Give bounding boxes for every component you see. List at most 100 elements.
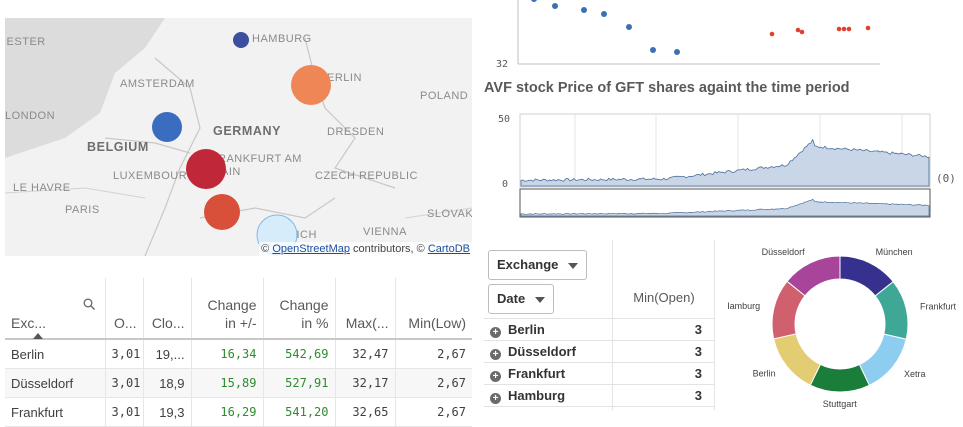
cell-change-pct: 527,91 [263,368,336,398]
map-label-amsterdam: AMSTERDAM [120,78,195,90]
map-label-belgium: BELGIUM [87,140,149,154]
stock-table: Exc... O... Clo... Change in +/- Change in… [5,278,472,427]
cell-change-abs: 16,34 [191,339,264,369]
pivot-row-dusseldorf[interactable]: + Düsseldorf 3 [484,340,714,362]
cell-change-abs: 15,89 [191,368,264,398]
scatter-point[interactable] [865,25,871,31]
cell-exchange[interactable]: Düsseldorf [5,368,106,398]
cell-change-pct: 541,20 [263,397,336,427]
pivot-row-frankfurt[interactable]: + Frankfurt 3 [484,362,714,384]
expand-icon[interactable]: + [490,349,501,360]
scatter-point[interactable] [674,49,680,55]
cell-close: 18,9 [143,368,192,398]
area-side-label: (0) [936,172,956,185]
map-label-poland: POLAND [420,90,469,102]
cell-max: 32,47 [335,339,396,369]
donut-label: München [876,247,913,257]
map-label-main: AIN [221,166,241,178]
donut-label: Frankfurt [920,301,957,311]
col-header-exchange[interactable]: Exc... [5,278,106,340]
chevron-down-icon [568,262,579,269]
cell-exchange[interactable]: Berlin [5,339,106,369]
donut-slice[interactable] [809,363,871,393]
cell-exchange[interactable]: Frankfurt [5,397,106,427]
col-header-min[interactable]: Min(Low) [395,278,472,340]
scatter-point[interactable] [531,0,537,2]
scatter-ytick: 32 [496,59,508,70]
scatter-point[interactable] [650,47,656,53]
col-header-change-pct[interactable]: Change in % [263,278,336,340]
cell-open: 3,01 [105,339,144,369]
donut-label: Düsseldorf [762,247,806,257]
pivot-measure-header: Min(Open) [633,290,695,305]
donut-slice[interactable] [786,255,841,297]
pivot-table: Exchange Date Min(Open) + Berlin 3 + Düsse… [484,240,715,410]
search-icon[interactable] [83,296,95,314]
scatter-svg: 32 [496,0,880,70]
expand-icon[interactable]: + [490,371,501,382]
map-label-frankfurt: RANKFURT AM [218,153,302,165]
donut-chart[interactable]: München Frankfurt Xetra Stuttgart Berlin Hamb… [723,240,958,410]
cell-change-abs: 16,29 [191,397,264,427]
scatter-point[interactable] [601,11,607,17]
map-label-munich: NICH [288,229,317,241]
map-label-czech: CZECH REPUBLIC [315,170,418,182]
cell-min: 2,67 [395,397,472,427]
scatter-point[interactable] [836,26,842,32]
col-header-max[interactable]: Max(... [335,278,396,340]
sort-asc-icon [33,333,43,339]
scatter-point[interactable] [626,24,632,30]
scatter-point[interactable] [769,31,775,37]
donut-label: Stuttgart [823,399,858,409]
navigator-series [520,198,930,217]
donut-slice[interactable] [773,333,821,386]
scatter-point[interactable] [841,26,847,32]
scatter-point[interactable] [552,3,558,9]
osm-link[interactable]: OpenStreetMap [272,243,350,255]
col-header-close[interactable]: Clo... [143,278,192,340]
scatter-chart[interactable]: 32 [480,0,880,72]
cartodb-link[interactable]: CartoDB [427,243,470,255]
donut-svg: München Frankfurt Xetra Stuttgart Berlin Hamb… [723,247,957,409]
col-header-change-abs[interactable]: Change in +/- [191,278,264,340]
map-label-london: LONDON [5,110,56,122]
area-ytick-50: 50 [498,114,510,125]
map-label-berlin: ERLIN [327,72,362,84]
donut-label: Berlin [753,369,776,379]
map-label-luxembourg: LUXEMBOURG [113,170,197,182]
stock-area-chart[interactable]: 50 0 (0) [488,108,958,223]
map-label-paris: PARIS [65,204,100,216]
donut-label: Xetra [904,369,926,379]
pivot-row-hamburg[interactable]: + Hamburg 3 [484,384,714,407]
map-label-hamburg: HAMBURG [252,33,312,45]
dim-exchange-button[interactable]: Exchange [488,250,588,280]
donut-slice[interactable] [858,333,907,387]
map-label-le-havre: LE HAVRE [13,182,71,194]
map-label-germany: GERMANY [213,124,282,138]
scatter-point[interactable] [799,29,805,35]
table-row[interactable]: Berlin 3,01 19,... 16,34 542,69 32,47 2,… [5,339,472,369]
expand-icon[interactable]: + [490,327,501,338]
pivot-row-berlin[interactable]: + Berlin 3 [484,318,714,340]
scatter-point[interactable] [846,26,852,32]
cell-open: 3,01 [105,397,144,427]
expand-icon[interactable]: + [490,393,501,404]
cell-open: 3,01 [105,368,144,398]
col-header-open[interactable]: O... [105,278,144,340]
chevron-down-icon [535,296,546,303]
area-series[interactable] [520,138,930,187]
map-label-iester: IESTER [5,36,46,48]
map-panel[interactable]: IESTER HAMBURG AMSTERDAM ERLIN POLAND LO… [5,18,472,256]
cell-close: 19,3 [143,397,192,427]
dim-date-button[interactable]: Date [488,284,555,314]
scatter-point[interactable] [795,27,801,33]
map-attribution: © OpenStreetMap contributors, © CartoDB [259,242,472,256]
scatter-point[interactable] [581,7,587,13]
table-row[interactable]: Frankfurt 3,01 19,3 16,29 541,20 32,65 2… [5,397,472,427]
stock-chart-title: AVF stock Price of GFT shares againt the… [484,80,850,96]
map-label-vienna: VIENNA [363,226,407,238]
cell-min: 2,67 [395,368,472,398]
donut-label: Hamburg [728,301,760,311]
table-row[interactable]: Düsseldorf 3,01 18,9 15,89 527,91 32,17 … [5,368,472,398]
cell-close: 19,... [143,339,192,369]
